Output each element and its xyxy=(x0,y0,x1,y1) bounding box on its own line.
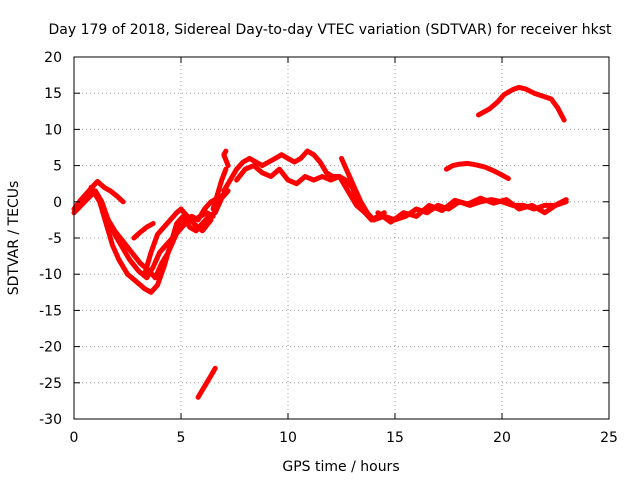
y-tick-label: 15 xyxy=(44,86,62,102)
y-tick-label: 10 xyxy=(44,122,62,138)
x-tick-label: 10 xyxy=(279,430,297,446)
y-tick-label: -30 xyxy=(39,412,62,428)
x-tick-label: 20 xyxy=(493,430,511,446)
y-tick-label: -20 xyxy=(39,340,62,356)
series-line-track-9 xyxy=(237,166,383,220)
x-tick-label: 25 xyxy=(600,430,618,446)
series-line-track-15 xyxy=(479,87,565,120)
x-tick-label: 15 xyxy=(386,430,404,446)
series-line-track-14 xyxy=(446,163,508,178)
chart-title: Day 179 of 2018, Sidereal Day-to-day VTE… xyxy=(49,22,612,38)
y-tick-label: -5 xyxy=(48,231,62,247)
y-tick-label: 0 xyxy=(53,195,62,211)
y-tick-label: 5 xyxy=(53,159,62,175)
data-series xyxy=(74,87,566,397)
series-line-track-10 xyxy=(224,151,228,166)
x-axis-label: GPS time / hours xyxy=(282,459,399,475)
y-axis-label: SDTVAR / TECUs xyxy=(6,181,22,296)
series-line-track-16 xyxy=(198,368,215,397)
x-tick-label: 5 xyxy=(177,430,186,446)
series-line-track-6 xyxy=(134,224,153,239)
y-tick-label: 20 xyxy=(44,50,62,66)
x-tick-label: 0 xyxy=(70,430,79,446)
y-tick-label: -25 xyxy=(39,376,62,392)
chart: Day 179 of 2018, Sidereal Day-to-day VTE… xyxy=(0,0,640,480)
y-tick-label: -15 xyxy=(39,303,62,319)
y-tick-label: -10 xyxy=(39,267,62,283)
